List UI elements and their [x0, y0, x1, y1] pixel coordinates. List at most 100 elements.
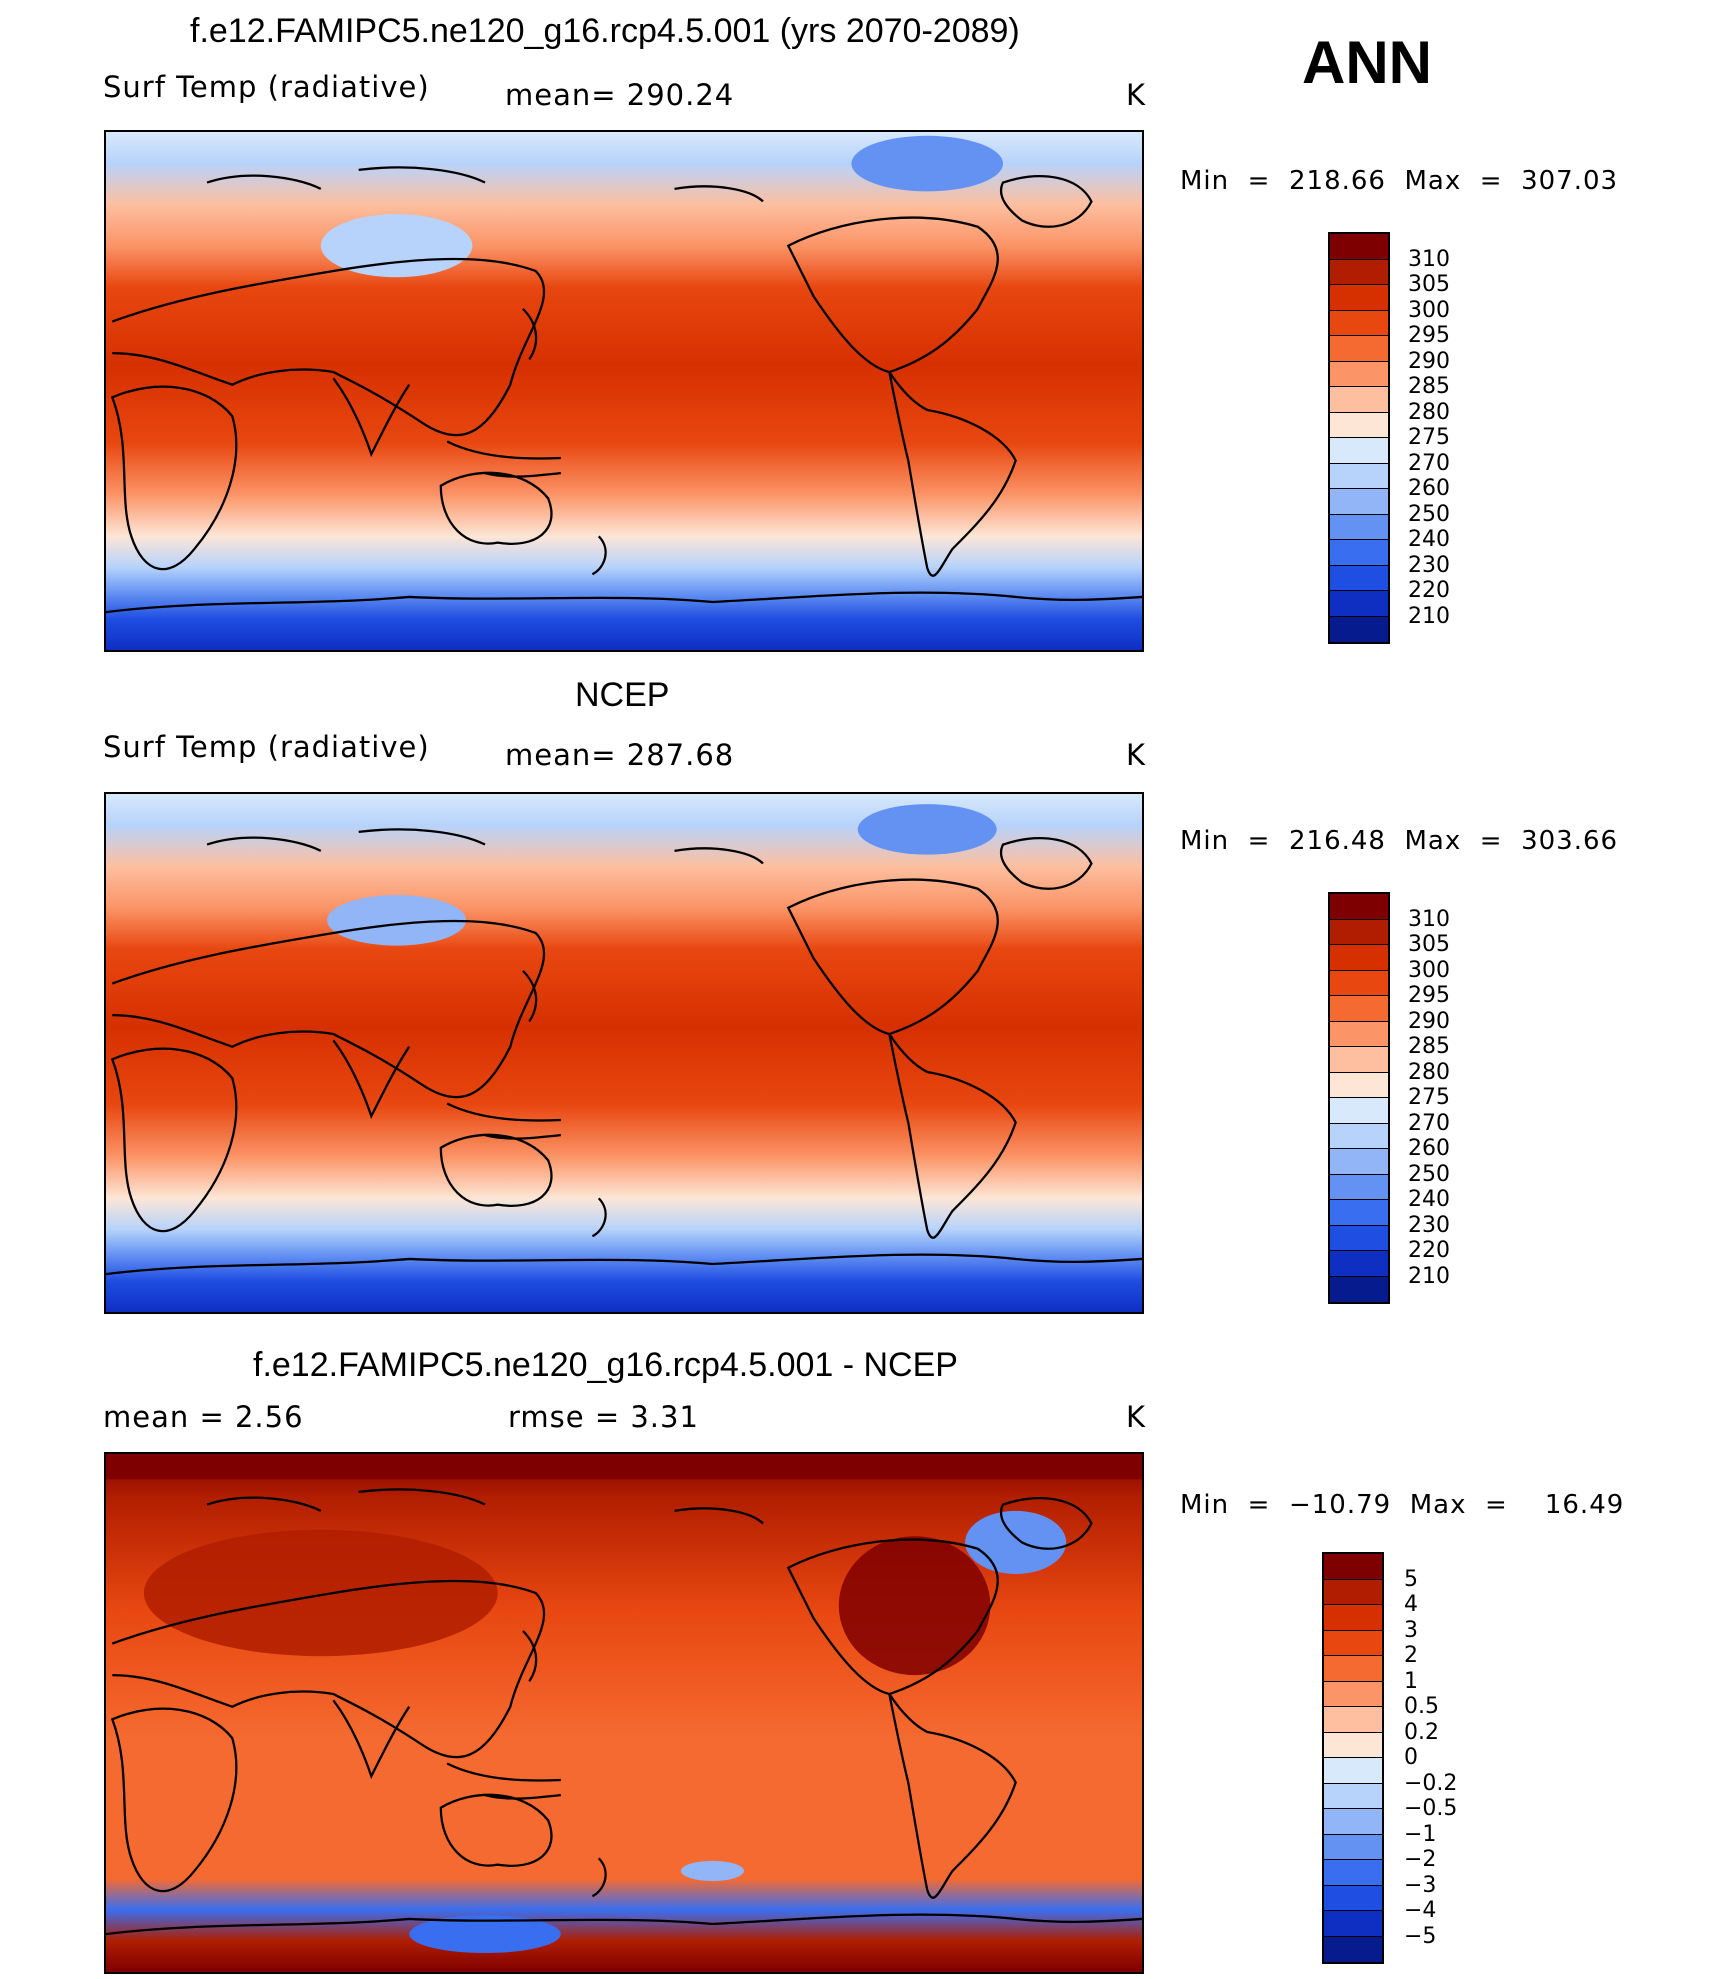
panel-3-min-max: Min = −10.79 Max = 16.49: [1180, 1490, 1625, 1520]
colorbar-swatch: [1330, 1251, 1388, 1277]
colorbar-swatch: [1330, 463, 1388, 489]
colorbar-swatch: [1324, 1834, 1382, 1860]
season-label: ANN: [1302, 29, 1432, 96]
colorbar-tick-label: 0.2: [1404, 1719, 1439, 1745]
colorbar-swatch: [1324, 1707, 1382, 1733]
colorbar-tick-label: −5: [1404, 1923, 1437, 1949]
panel-1-colorbar: [1328, 232, 1390, 644]
colorbar-tick-label: −0.5: [1404, 1796, 1458, 1821]
colorbar-tick-label: 290: [1408, 1008, 1450, 1034]
panel-2-mean-label: mean= 287.68: [505, 738, 735, 772]
colorbar-tick-label: 250: [1408, 501, 1450, 527]
colorbar-tick-label: 240: [1408, 1187, 1450, 1212]
colorbar-tick-label: 285: [1408, 1034, 1450, 1059]
panel-1-variable-label: Surf Temp (radiative): [103, 70, 430, 104]
colorbar-tick-label: 300: [1408, 957, 1450, 983]
panel-2-colorbar: [1328, 892, 1390, 1304]
colorbar-tick-label: 210: [1408, 1263, 1450, 1289]
colorbar-swatch: [1324, 1758, 1382, 1784]
colorbar-swatch: [1330, 489, 1388, 515]
colorbar-tick-label: 260: [1408, 1136, 1450, 1161]
colorbar-swatch: [1330, 919, 1388, 945]
colorbar-swatch: [1330, 1098, 1388, 1124]
colorbar-swatch: [1330, 1200, 1388, 1226]
colorbar-swatch: [1330, 1225, 1388, 1251]
panel-1-colorbar-labels: 310 305 300 295 290 285 280 275 270 260 250 240 230 2…: [1402, 232, 1482, 644]
colorbar-swatch: [1324, 1732, 1382, 1758]
colorbar-tick-label: 280: [1408, 1059, 1450, 1085]
colorbar-swatch: [1324, 1579, 1382, 1605]
panel-2-title: NCEP: [575, 676, 670, 714]
colorbar-tick-label: 210: [1408, 603, 1450, 629]
colorbar-tick-label: 220: [1408, 1238, 1450, 1263]
colorbar-swatch: [1330, 1021, 1388, 1047]
panel-1-units: K: [1126, 78, 1147, 112]
colorbar-tick-label: 0: [1404, 1745, 1418, 1770]
colorbar-swatch: [1330, 336, 1388, 362]
colorbar-tick-label: 275: [1408, 1085, 1450, 1110]
colorbar-tick-label: −3: [1404, 1872, 1437, 1898]
colorbar-tick-label: 4: [1404, 1592, 1418, 1617]
colorbar-swatch: [1330, 234, 1388, 260]
colorbar-swatch: [1330, 616, 1388, 642]
colorbar-swatch: [1330, 1276, 1388, 1302]
colorbar-tick-label: 3: [1404, 1617, 1418, 1643]
colorbar-tick-label: 0.5: [1404, 1694, 1439, 1719]
panel-3-map: [104, 1452, 1144, 1974]
colorbar-tick-label: 290: [1408, 348, 1450, 374]
colorbar-swatch: [1330, 894, 1388, 920]
colorbar-tick-label: −1: [1404, 1821, 1437, 1847]
colorbar-swatch: [1324, 1936, 1382, 1962]
colorbar-tick-label: 310: [1408, 246, 1450, 272]
colorbar-swatch: [1324, 1783, 1382, 1809]
panel-3-colorbar: [1322, 1552, 1384, 1964]
colorbar-swatch: [1330, 565, 1388, 591]
colorbar-tick-label: 305: [1408, 932, 1450, 957]
panel-3-units: K: [1126, 1400, 1147, 1434]
colorbar-swatch: [1324, 1656, 1382, 1682]
colorbar-swatch: [1330, 1149, 1388, 1175]
colorbar-tick-label: 285: [1408, 374, 1450, 399]
colorbar-tick-label: 310: [1408, 906, 1450, 932]
colorbar-tick-label: 305: [1408, 272, 1450, 297]
panel-3-mean-label: mean = 2.56: [103, 1400, 304, 1434]
colorbar-swatch: [1330, 285, 1388, 311]
panel-2-map: [104, 792, 1144, 1314]
colorbar-swatch: [1330, 361, 1388, 387]
colorbar-tick-label: 295: [1408, 323, 1450, 348]
panel-1-min-max: Min = 218.66 Max = 307.03: [1180, 166, 1619, 196]
colorbar-swatch: [1324, 1681, 1382, 1707]
colorbar-tick-label: 275: [1408, 425, 1450, 450]
colorbar-tick-label: 270: [1408, 450, 1450, 476]
panel-2-min-max: Min = 216.48 Max = 303.66: [1180, 826, 1619, 856]
colorbar-tick-label: 280: [1408, 399, 1450, 425]
colorbar-tick-label: −4: [1404, 1898, 1437, 1923]
colorbar-tick-label: 295: [1408, 983, 1450, 1008]
colorbar-swatch: [1324, 1809, 1382, 1835]
colorbar-swatch: [1324, 1860, 1382, 1886]
colorbar-swatch: [1330, 996, 1388, 1022]
colorbar-swatch: [1324, 1630, 1382, 1656]
colorbar-tick-label: 240: [1408, 527, 1450, 552]
colorbar-tick-label: 1: [1404, 1668, 1418, 1694]
colorbar-tick-label: 5: [1404, 1566, 1418, 1592]
colorbar-swatch: [1330, 438, 1388, 464]
panel-2-colorbar-labels: 310 305 300 295 290 285 280 275 270 260 250 240 230 2…: [1402, 892, 1482, 1304]
colorbar-tick-label: 230: [1408, 1212, 1450, 1238]
colorbar-swatch: [1330, 591, 1388, 617]
colorbar-swatch: [1330, 945, 1388, 971]
colorbar-tick-label: 260: [1408, 476, 1450, 501]
colorbar-swatch: [1324, 1885, 1382, 1911]
panel-3-colorbar-labels: 5 4 3 2 1 0.5 0.2 0 −0.2 −0.5 −1 −2 −3 −4 −5: [1392, 1552, 1482, 1964]
colorbar-swatch: [1324, 1554, 1382, 1580]
panel-2-units: K: [1126, 738, 1147, 772]
panel-3-title: f.e12.FAMIPC5.ne120_g16.rcp4.5.001 - NCE…: [253, 1346, 958, 1384]
colorbar-swatch: [1330, 412, 1388, 438]
colorbar-swatch: [1330, 259, 1388, 285]
colorbar-tick-label: 250: [1408, 1161, 1450, 1187]
colorbar-tick-label: −2: [1404, 1847, 1437, 1872]
panel-1-map: [104, 130, 1144, 652]
colorbar-swatch: [1330, 310, 1388, 336]
panel-2-variable-label: Surf Temp (radiative): [103, 730, 430, 764]
colorbar-swatch: [1330, 1123, 1388, 1149]
